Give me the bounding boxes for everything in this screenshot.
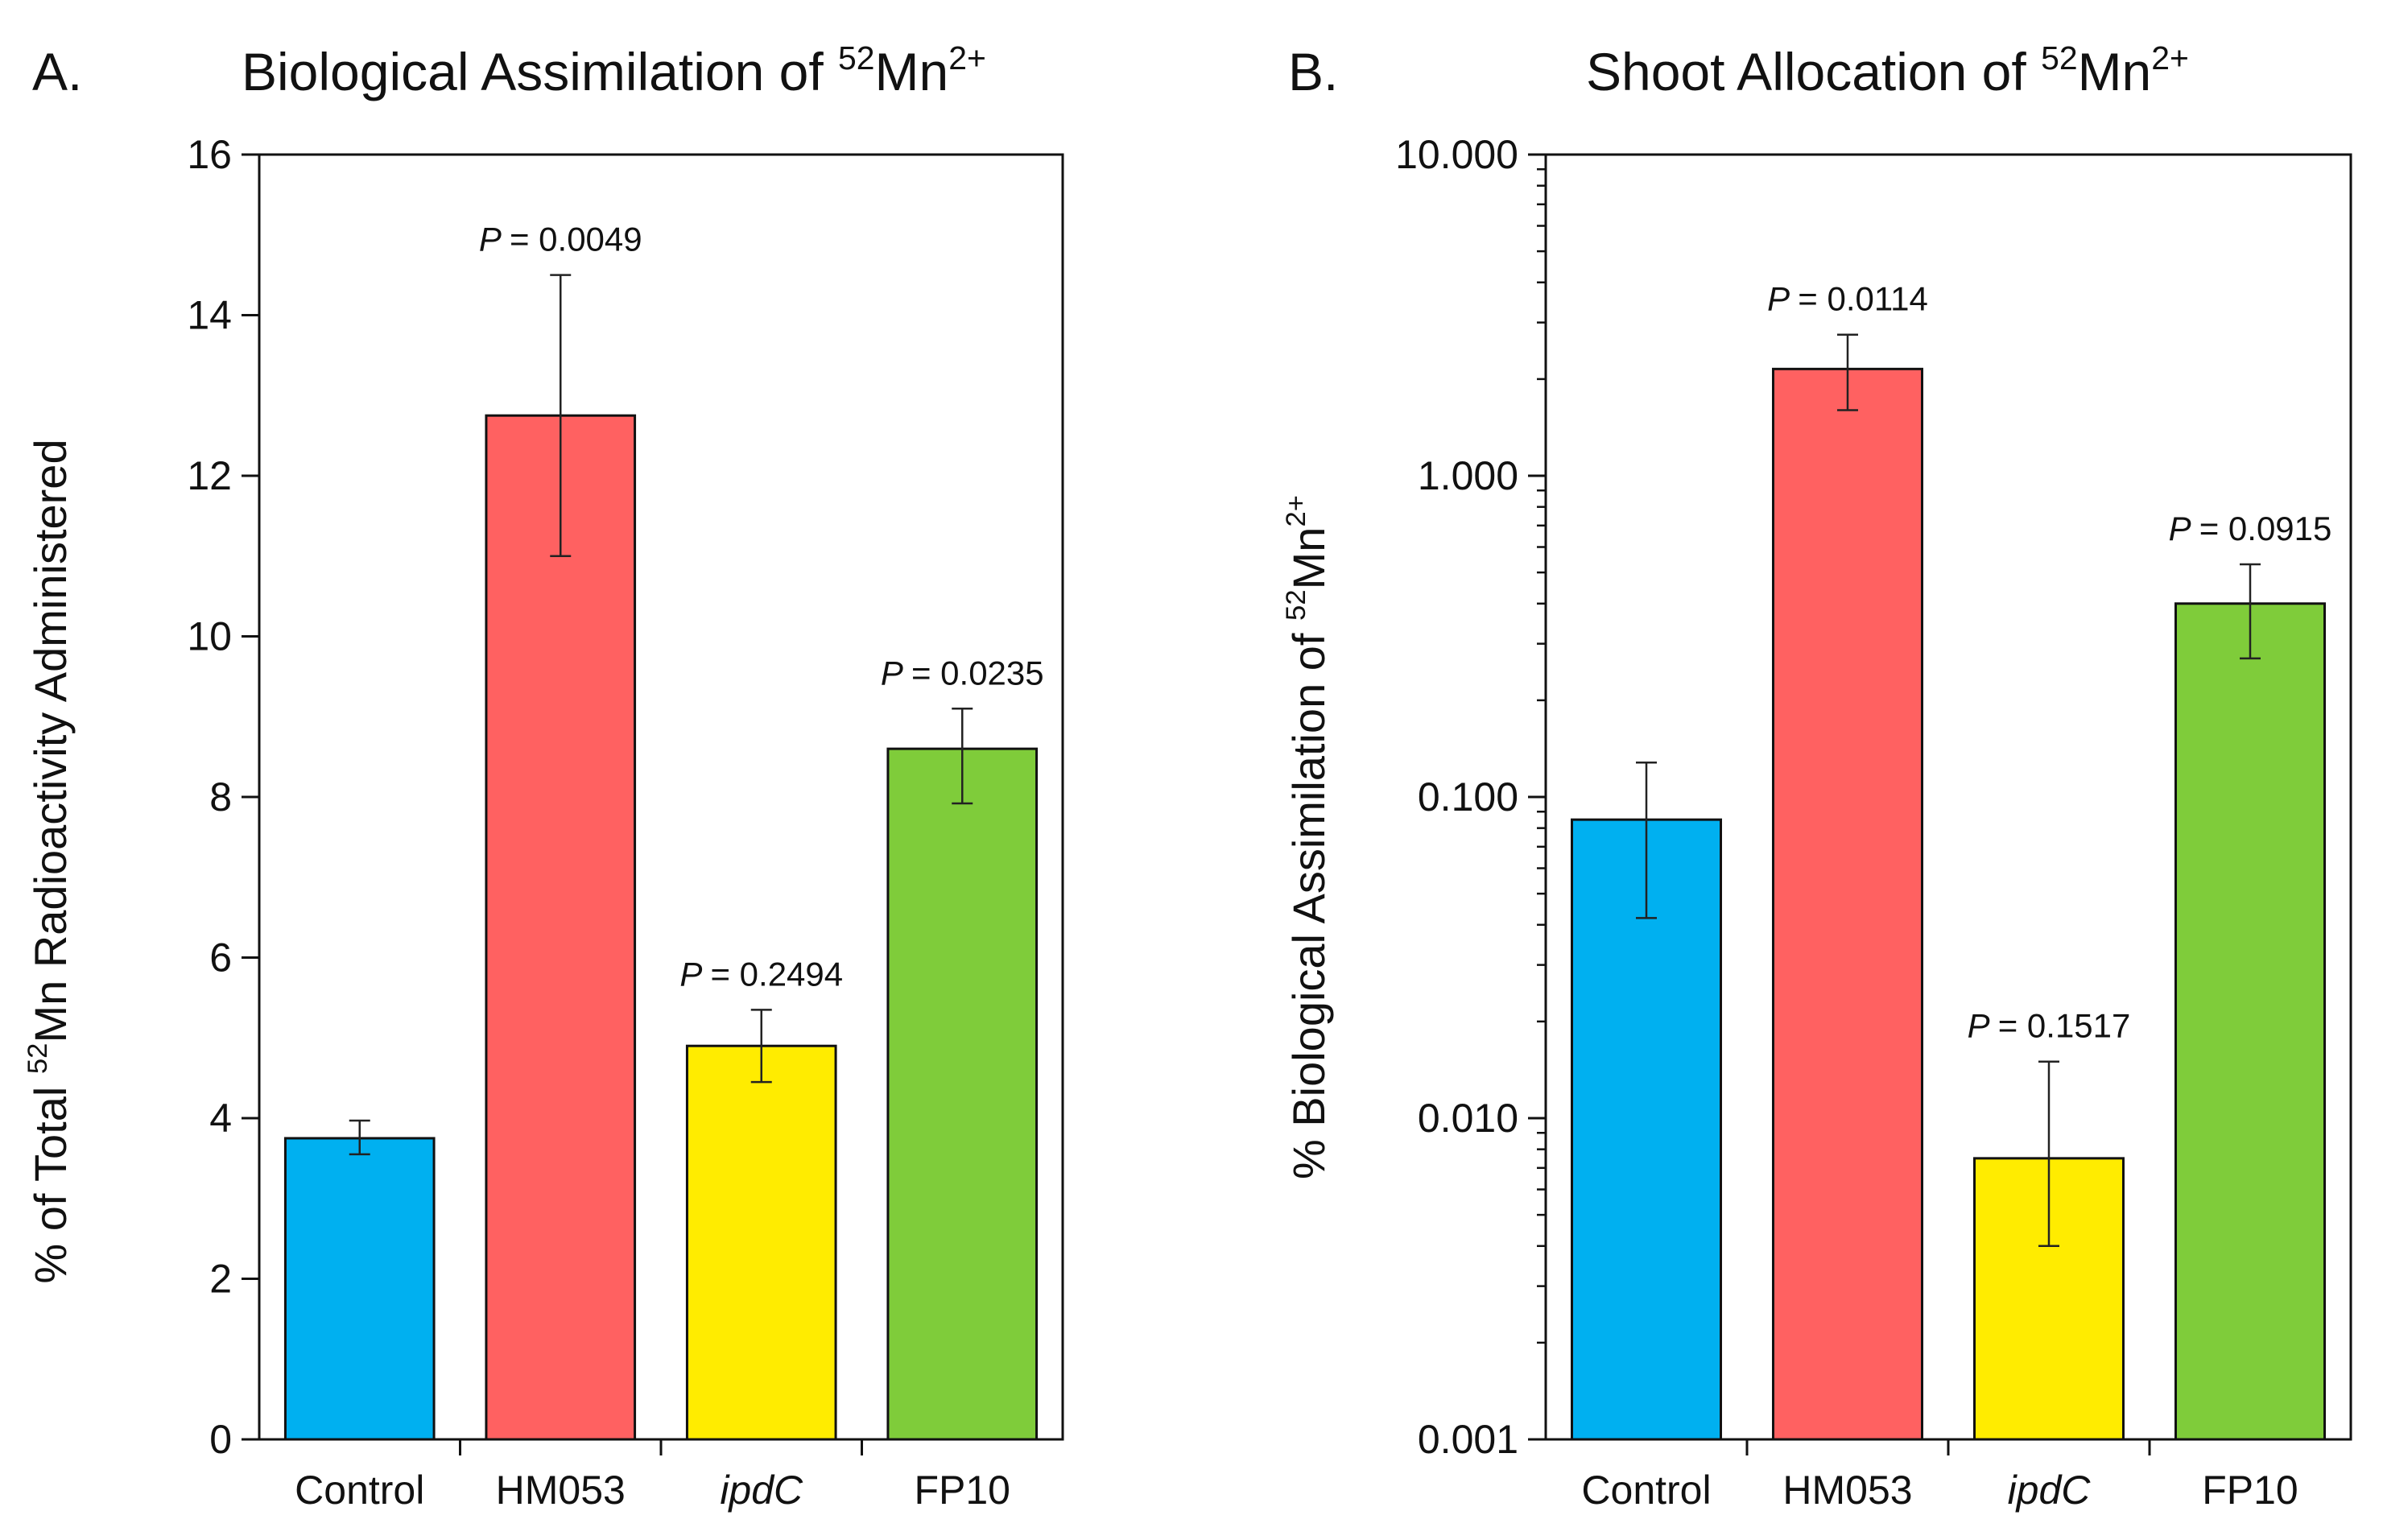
bar-ipdc <box>685 1044 837 1441</box>
panel-a-title: Biological Assimilation of 52Mn2+ <box>242 39 986 101</box>
x-category-label: Control <box>1581 1468 1711 1513</box>
y-tick-label: 0.001 <box>1418 1417 1518 1462</box>
x-category-label: HM053 <box>496 1468 626 1513</box>
y-tick-label: 16 <box>187 132 232 177</box>
p-value-annotation: P = 0.2494 <box>679 955 843 993</box>
y-tick-label: 6 <box>209 935 232 981</box>
x-category-label: FP10 <box>914 1468 1010 1513</box>
y-tick-label: 10.000 <box>1395 132 1518 177</box>
panel-b-plot: 0.001 0.010 0.100 1.000 10.000 Control P = 0.0… <box>1395 132 2352 1513</box>
y-tick-label: 1.000 <box>1418 453 1518 498</box>
y-tick-label: 10 <box>187 614 232 659</box>
x-category-label: FP10 <box>2202 1468 2298 1513</box>
panel-b-title: Shoot Allocation of 52Mn2+ <box>1586 39 2189 101</box>
y-tick-label: 8 <box>209 774 232 820</box>
panel-a-y-axis-label: % of Total 52Mn Radioactivity Administer… <box>23 439 76 1283</box>
p-value-annotation: P = 0.0915 <box>2169 510 2332 547</box>
y-tick-label: 0.010 <box>1418 1096 1518 1141</box>
panel-b: B. Shoot Allocation of 52Mn2+ 0.001 0.010… <box>1281 39 2352 1513</box>
bar-hm053 <box>485 414 637 1441</box>
bar-control <box>283 1137 436 1441</box>
x-category-label: Control <box>295 1468 424 1513</box>
p-value-annotation: P = 0.1517 <box>1968 1007 2131 1045</box>
p-value-annotation: P = 0.0049 <box>479 221 642 258</box>
panel-a: A. Biological Assimilation of 52Mn2+ 0 2 4… <box>23 39 1064 1513</box>
x-category-label: ipdC <box>2008 1468 2092 1513</box>
y-tick-label: 4 <box>209 1096 232 1141</box>
y-tick-label: 12 <box>187 453 232 498</box>
panel-a-letter: A. <box>32 42 82 101</box>
bar-hm053 <box>1772 367 1923 1441</box>
y-tick-label: 0.100 <box>1418 774 1518 820</box>
bar-fp10 <box>886 747 1039 1441</box>
y-tick-label: 2 <box>209 1257 232 1302</box>
y-tick-label: 0 <box>209 1417 232 1462</box>
bar-fp10 <box>2174 602 2326 1441</box>
panel-b-letter: B. <box>1288 42 1338 101</box>
p-value-annotation: P = 0.0114 <box>1767 280 1928 318</box>
p-value-annotation: P = 0.0235 <box>881 654 1044 692</box>
panel-b-y-axis-label: % Biological Assimilation of 52Mn2+ <box>1281 495 1334 1179</box>
x-category-label: ipdC <box>720 1468 803 1513</box>
y-tick-label: 14 <box>187 293 232 338</box>
panel-a-plot: 0 2 4 6 8 10 12 14 16 Control P = 0.0049 HM053 P = 0… <box>187 132 1064 1513</box>
bar-control <box>1571 818 1722 1441</box>
x-category-label: HM053 <box>1782 1468 1912 1513</box>
